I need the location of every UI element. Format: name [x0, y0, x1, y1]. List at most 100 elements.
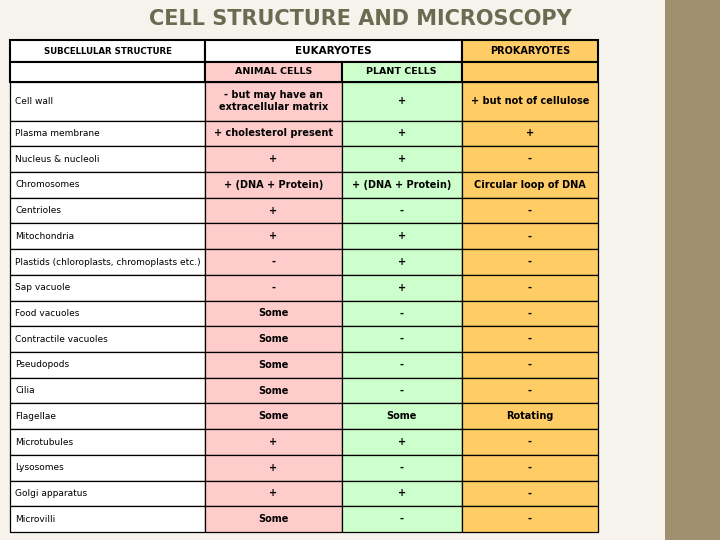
Text: Some: Some	[258, 308, 289, 319]
Text: -: -	[400, 334, 404, 344]
Bar	[341, 377, 462, 403]
Bar	[462, 455, 598, 481]
Text: +: +	[526, 129, 534, 138]
Text: +: +	[397, 154, 405, 164]
Text: +: +	[397, 257, 405, 267]
Text: +: +	[397, 231, 405, 241]
Bar	[341, 352, 462, 377]
Bar	[462, 326, 598, 352]
Bar	[341, 403, 462, 429]
Bar	[341, 507, 462, 532]
Bar	[462, 403, 598, 429]
Text: -: -	[528, 206, 532, 215]
Bar	[205, 403, 341, 429]
Text: +: +	[397, 488, 405, 498]
Bar	[10, 352, 205, 377]
Bar	[205, 275, 341, 301]
Bar	[10, 224, 205, 249]
Bar	[205, 301, 341, 326]
Text: Some: Some	[258, 386, 289, 396]
Text: +: +	[269, 488, 277, 498]
Bar	[205, 62, 341, 82]
Bar	[10, 62, 205, 82]
Bar	[10, 301, 205, 326]
Text: Some: Some	[258, 334, 289, 344]
Bar	[341, 301, 462, 326]
Bar	[462, 507, 598, 532]
Text: -: -	[271, 283, 275, 293]
Text: SUBCELLULAR STRUCTURE: SUBCELLULAR STRUCTURE	[44, 46, 171, 56]
Bar	[10, 507, 205, 532]
Bar	[462, 377, 598, 403]
Bar	[462, 301, 598, 326]
Bar	[205, 120, 341, 146]
Text: EUKARYOTES: EUKARYOTES	[295, 46, 372, 56]
Text: +: +	[269, 154, 277, 164]
Bar	[205, 352, 341, 377]
Text: +: +	[269, 437, 277, 447]
Text: +: +	[397, 437, 405, 447]
Bar	[10, 198, 205, 224]
Bar	[341, 62, 462, 82]
Bar	[205, 455, 341, 481]
Bar	[10, 120, 205, 146]
Text: -: -	[400, 206, 404, 215]
Bar	[10, 326, 205, 352]
Text: -: -	[400, 360, 404, 370]
Bar	[462, 224, 598, 249]
Text: ANIMAL CELLS: ANIMAL CELLS	[235, 68, 312, 77]
Bar	[10, 275, 205, 301]
Text: -: -	[271, 257, 275, 267]
Bar	[205, 172, 341, 198]
Bar	[341, 481, 462, 507]
Bar	[341, 120, 462, 146]
Text: Chromosomes: Chromosomes	[15, 180, 79, 190]
Text: Some: Some	[387, 411, 417, 421]
Text: Some: Some	[258, 360, 289, 370]
Text: +: +	[397, 129, 405, 138]
Bar	[462, 40, 598, 62]
Text: PLANT CELLS: PLANT CELLS	[366, 68, 437, 77]
Text: Plastids (chloroplasts, chromoplasts etc.): Plastids (chloroplasts, chromoplasts etc…	[15, 258, 201, 267]
Bar	[462, 275, 598, 301]
Bar	[205, 429, 341, 455]
Text: Flagellae: Flagellae	[15, 412, 56, 421]
Bar	[205, 224, 341, 249]
Text: -: -	[528, 334, 532, 344]
Text: Microtubules: Microtubules	[15, 437, 73, 447]
Text: -: -	[528, 386, 532, 396]
Text: Sap vacuole: Sap vacuole	[15, 283, 71, 292]
Bar	[341, 198, 462, 224]
Text: -: -	[528, 360, 532, 370]
Bar	[205, 198, 341, 224]
Bar	[205, 507, 341, 532]
Text: Pseudopods: Pseudopods	[15, 360, 69, 369]
Bar	[462, 481, 598, 507]
Bar	[341, 455, 462, 481]
Bar	[462, 82, 598, 120]
Text: Contractile vacuoles: Contractile vacuoles	[15, 335, 108, 343]
Text: Golgi apparatus: Golgi apparatus	[15, 489, 87, 498]
Text: -: -	[528, 231, 532, 241]
Bar	[341, 146, 462, 172]
Text: -: -	[528, 283, 532, 293]
Text: Centrioles: Centrioles	[15, 206, 61, 215]
Text: -: -	[400, 308, 404, 319]
Bar	[462, 146, 598, 172]
Bar	[341, 172, 462, 198]
Bar	[10, 403, 205, 429]
Text: -: -	[400, 386, 404, 396]
Bar	[10, 146, 205, 172]
Text: Food vacuoles: Food vacuoles	[15, 309, 79, 318]
Bar	[462, 429, 598, 455]
Bar	[462, 62, 598, 82]
Text: + but not of cellulose: + but not of cellulose	[471, 96, 589, 106]
Text: + cholesterol present: + cholesterol present	[214, 129, 333, 138]
Bar	[205, 82, 341, 120]
Bar	[341, 224, 462, 249]
Bar	[341, 249, 462, 275]
Text: -: -	[400, 463, 404, 472]
Bar	[462, 172, 598, 198]
Text: Some: Some	[258, 411, 289, 421]
Bar	[341, 275, 462, 301]
